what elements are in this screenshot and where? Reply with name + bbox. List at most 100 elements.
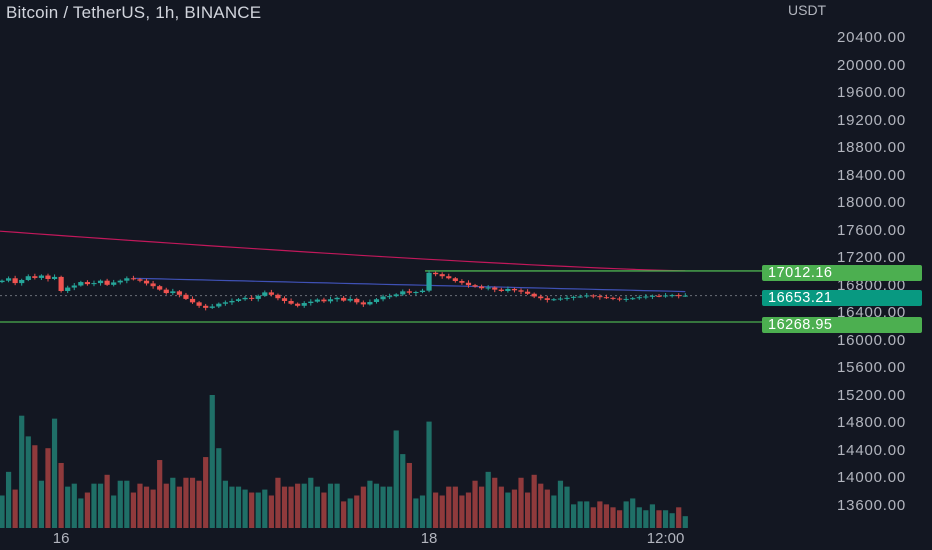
price-axis-label: 13600.00 [837, 496, 906, 514]
volume-bar [0, 495, 5, 528]
volume-bar [111, 495, 117, 528]
candle-body [347, 298, 353, 301]
volume-bar [65, 486, 71, 528]
candle-body [58, 276, 64, 291]
candle-body [433, 272, 439, 275]
volume-bar [662, 510, 669, 528]
volume-bar [163, 483, 169, 528]
chart-title[interactable]: Bitcoin / TetherUS, 1h, BINANCE [6, 3, 262, 22]
candle-body [584, 295, 590, 297]
currency-label: USDT [788, 2, 827, 18]
volume-bar [360, 486, 366, 528]
candle-body [676, 295, 682, 297]
candle-body [538, 296, 544, 299]
price-axis-label: 14400.00 [837, 441, 906, 459]
candle-body [623, 298, 629, 300]
candle-body [557, 298, 564, 300]
candle-body [649, 295, 656, 297]
volume-bar [649, 504, 656, 528]
volume-bar [479, 486, 485, 528]
candle-body [551, 299, 557, 301]
volume-bar [314, 486, 320, 528]
volume-bar [196, 480, 202, 528]
volume-bar [209, 395, 215, 528]
volume-bar [170, 477, 176, 528]
volume-bar [472, 480, 478, 528]
candle-body [662, 295, 669, 297]
volume-bar [656, 510, 662, 528]
candle-body [564, 297, 570, 299]
candle-body [505, 288, 511, 291]
candle-body [301, 303, 307, 306]
price-axis-label: 20400.00 [837, 29, 906, 46]
candle-body [669, 295, 675, 297]
candle-body [413, 292, 419, 294]
moving-averages [0, 230, 686, 293]
volume-bar [630, 498, 636, 528]
volume-bar [511, 489, 518, 528]
candle-body [465, 282, 472, 286]
volume-bar [157, 460, 163, 528]
candle-body [630, 298, 636, 300]
candle-body [45, 275, 51, 279]
candle-body [157, 286, 163, 290]
volume-bar [308, 477, 314, 528]
volume-bar [492, 477, 498, 528]
volume-bar [275, 477, 281, 528]
candle-body [367, 302, 373, 305]
candle-body [170, 291, 176, 294]
candle-body [295, 303, 301, 306]
price-axis-label: 18800.00 [837, 139, 906, 156]
volume-bar [104, 474, 110, 528]
candle-body [308, 301, 314, 304]
volume-bar [281, 486, 288, 528]
candle-body [525, 291, 531, 294]
volume-bar [38, 480, 45, 528]
volume-bar [643, 510, 649, 528]
candle-body [426, 272, 432, 291]
candle-body [124, 278, 130, 281]
ma-short-line [133, 277, 686, 293]
candle-body [12, 278, 18, 284]
candle-body [130, 278, 136, 280]
price-axis-label: 19600.00 [837, 84, 906, 101]
candle-body [268, 292, 274, 295]
candle-body [209, 306, 215, 308]
candle-body [518, 290, 524, 292]
candle-body [137, 279, 143, 281]
candle-body [334, 297, 340, 300]
candle-body [51, 276, 58, 279]
volume-bar [387, 486, 393, 528]
volume-bar [249, 492, 255, 528]
volume-bar [143, 486, 150, 528]
volume-bar [426, 421, 432, 528]
volume-bar [551, 495, 557, 528]
candle-body [150, 283, 156, 287]
volume-bar [19, 415, 25, 528]
candle-body [373, 299, 380, 302]
candle-body [590, 295, 596, 297]
volume-bar [32, 445, 38, 528]
volume-bar [25, 436, 31, 528]
resistance-price-tag: 17012.16 [762, 265, 922, 281]
volume-bar [58, 462, 64, 528]
candle-body [314, 299, 320, 302]
volume-bar [367, 480, 373, 528]
candle-body [472, 285, 478, 287]
candle-body [222, 302, 228, 304]
candle-body [262, 292, 268, 296]
volume-bar [544, 489, 550, 528]
volume-bar [117, 480, 123, 528]
candle-body [531, 293, 537, 297]
horizontal-levels[interactable] [0, 270, 762, 323]
volume-bar [176, 486, 182, 528]
volume-bar [676, 507, 682, 528]
candle-body [446, 276, 452, 279]
volume-bar [321, 492, 327, 528]
volume-bar [669, 513, 675, 528]
volume-bar [518, 477, 524, 528]
volume-bar [498, 486, 504, 528]
volume-bar [531, 474, 537, 528]
volume-bar [485, 471, 491, 528]
